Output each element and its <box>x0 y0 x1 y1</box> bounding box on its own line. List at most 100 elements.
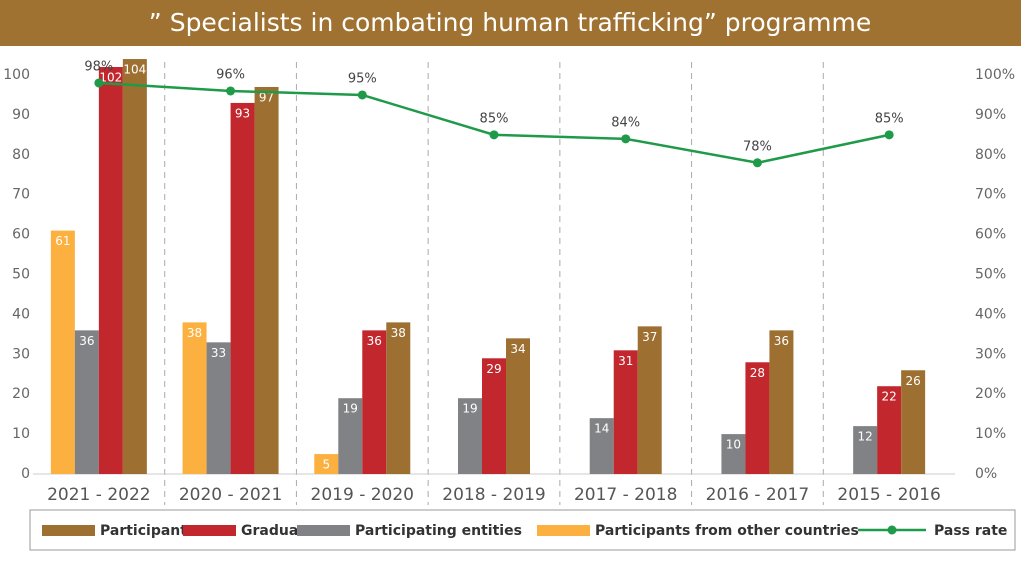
x-tick-label: 2015 - 2016 <box>837 485 940 505</box>
line-label: 95% <box>348 71 377 86</box>
legend-label: Pass rate <box>934 523 1007 539</box>
bar-label: 61 <box>55 234 70 248</box>
bar <box>230 102 255 475</box>
y-tick-label: 0 <box>21 466 30 482</box>
bar <box>338 398 363 474</box>
bar-label: 97 <box>259 90 274 104</box>
bar <box>206 342 231 474</box>
legend-box <box>29 509 1016 551</box>
y2-tick-label: 0% <box>975 466 997 482</box>
bar <box>589 418 614 474</box>
bar-label: 28 <box>750 366 765 380</box>
line-point <box>489 130 499 140</box>
bar <box>506 338 530 474</box>
line-point <box>621 134 631 144</box>
legend-swatch <box>297 525 350 536</box>
y2-tick-label: 10% <box>975 426 1006 442</box>
line-label: 96% <box>216 67 245 82</box>
line-point <box>884 130 894 140</box>
legend-swatch-marker <box>887 525 897 535</box>
bar-label: 5 <box>322 458 330 472</box>
y-tick-label: 60 <box>12 227 30 243</box>
bar <box>314 454 339 474</box>
y-tick-label: 90 <box>12 107 30 123</box>
y-tick-label: 50 <box>12 267 30 283</box>
bar-label: 38 <box>187 326 202 340</box>
x-tick-label: 2018 - 2019 <box>442 485 545 505</box>
bar-label: 38 <box>391 326 406 340</box>
y2-tick-label: 20% <box>975 386 1006 402</box>
bar <box>122 59 147 474</box>
bar <box>613 350 638 474</box>
y-tick-label: 80 <box>12 147 30 163</box>
legend-label: Participants <box>100 523 195 539</box>
bar-label: 26 <box>906 374 921 388</box>
legend-swatch <box>42 525 95 536</box>
bar <box>853 426 878 474</box>
bar <box>50 230 75 474</box>
bar-label: 29 <box>486 362 501 376</box>
bar <box>901 370 926 474</box>
y2-tick-label: 100% <box>975 67 1015 83</box>
bar <box>769 330 794 474</box>
bar-label: 31 <box>618 354 633 368</box>
y2-tick-label: 60% <box>975 227 1006 243</box>
bar-label: 37 <box>642 330 657 344</box>
y2-tick-label: 80% <box>975 147 1006 163</box>
x-tick-label: 2016 - 2017 <box>706 485 809 505</box>
bar <box>386 322 411 474</box>
bar-label: 33 <box>211 346 226 360</box>
x-tick-label: 2021 - 2022 <box>47 485 150 505</box>
x-tick-label: 2017 - 2018 <box>574 485 677 505</box>
bar <box>721 434 746 474</box>
bar <box>98 67 123 475</box>
line-label: 78% <box>743 139 772 154</box>
chart-title: ” Specialists in combating human traffic… <box>149 8 871 37</box>
line-point <box>752 158 762 168</box>
bar-label: 104 <box>123 63 146 77</box>
y-tick-label: 70 <box>12 187 30 203</box>
bar <box>877 386 902 474</box>
bar-label: 12 <box>858 430 873 444</box>
y2-tick-label: 40% <box>975 306 1006 322</box>
bar-label: 93 <box>235 106 250 120</box>
line-label: 98% <box>84 59 113 74</box>
y-tick-label: 10 <box>12 426 30 442</box>
line-point <box>94 78 104 88</box>
line-label: 85% <box>480 111 509 126</box>
y-tick-label: 40 <box>12 306 30 322</box>
bar-label: 36 <box>367 334 382 348</box>
bar-label: 36 <box>79 334 94 348</box>
x-tick-label: 2019 - 2020 <box>311 485 414 505</box>
x-tick-label: 2020 - 2021 <box>179 485 282 505</box>
bar-label: 10 <box>726 438 741 452</box>
title-bar <box>0 0 1021 46</box>
bar <box>482 358 506 474</box>
bar <box>362 330 387 474</box>
bar-label: 19 <box>343 402 358 416</box>
y2-tick-label: 90% <box>975 107 1006 123</box>
y-tick-label: 20 <box>12 386 30 402</box>
line-label: 84% <box>611 115 640 130</box>
bar <box>182 322 207 474</box>
line-label: 85% <box>875 111 904 126</box>
bar-label: 36 <box>774 334 789 348</box>
bar <box>745 362 770 474</box>
legend-label: Participants from other countries <box>595 523 859 539</box>
bar-label: 19 <box>462 402 477 416</box>
legend-label: Participating entities <box>355 523 522 539</box>
bar-label: 14 <box>594 422 609 436</box>
bar-label: 102 <box>99 71 122 85</box>
legend-swatch <box>183 525 236 536</box>
bar <box>254 86 279 474</box>
y-tick-label: 30 <box>12 346 30 362</box>
y2-tick-label: 30% <box>975 346 1006 362</box>
bar <box>637 326 662 474</box>
bar-label: 34 <box>510 342 525 356</box>
y-tick-label: 100 <box>3 67 30 83</box>
bar <box>458 398 482 474</box>
y2-tick-label: 50% <box>975 267 1006 283</box>
line-point <box>226 86 236 96</box>
y2-tick-label: 70% <box>975 187 1006 203</box>
